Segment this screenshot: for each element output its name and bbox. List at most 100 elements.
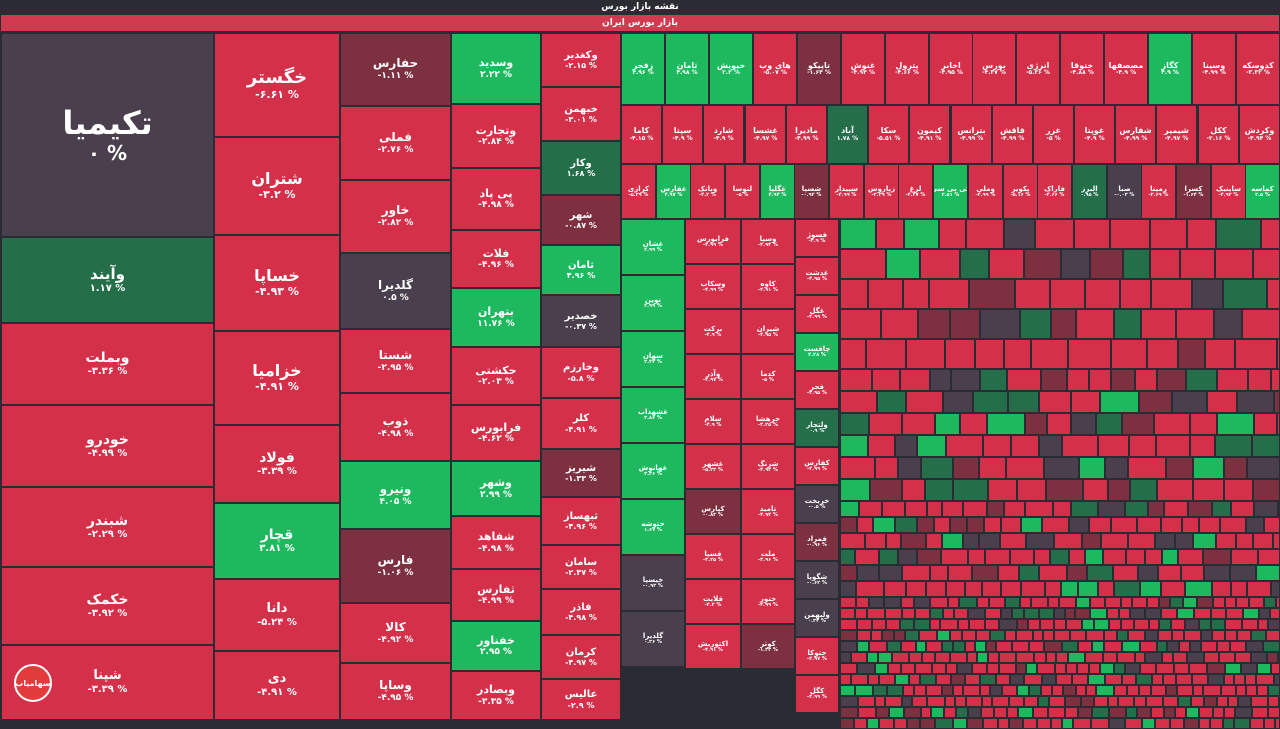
treemap-cell[interactable] [1257,685,1268,696]
treemap-cell[interactable] [1173,652,1187,663]
treemap-cell[interactable] [1114,685,1127,696]
treemap-cell[interactable] [1118,696,1134,707]
treemap-cell[interactable] [1122,413,1154,435]
treemap-cell[interactable] [882,501,905,517]
treemap-cell[interactable] [950,630,962,641]
treemap-cell[interactable] [968,707,981,718]
treemap-cell[interactable] [1071,501,1098,517]
treemap-cell[interactable] [953,457,979,479]
treemap-cell[interactable] [868,435,895,457]
tile-small[interactable]: وسپا -۴.۹۴ % [741,219,795,264]
treemap-cell[interactable] [1135,369,1157,391]
treemap-cell[interactable] [840,479,870,501]
tile-small[interactable]: کوثر -۱.۳۳ % [741,624,795,669]
treemap-cell[interactable] [858,707,876,718]
treemap-cell[interactable] [840,501,859,517]
treemap-cell[interactable] [1204,652,1219,663]
tile-main[interactable]: وبصادر -۳.۳۵ % [451,671,541,720]
tile-main[interactable]: دانا -۵.۲۴ % [214,579,340,651]
treemap-cell[interactable] [904,219,939,249]
treemap-cell[interactable] [1128,457,1166,479]
tile-main[interactable]: گلدیرا ۰.۵ % [340,253,451,329]
treemap-cell[interactable] [999,619,1017,630]
treemap-cell[interactable] [1215,435,1252,457]
treemap-cell[interactable] [1264,597,1276,608]
treemap-cell[interactable] [888,663,901,674]
treemap-cell[interactable] [857,641,869,652]
tile-main[interactable]: ثبهساز -۴.۹۶ % [541,497,621,545]
treemap-cell[interactable] [1235,339,1277,369]
treemap-cell[interactable] [1170,597,1183,608]
treemap-cell[interactable] [1242,619,1258,630]
treemap-cell[interactable] [840,279,868,309]
treemap-cell[interactable] [1224,674,1234,685]
treemap-cell[interactable] [1249,597,1264,608]
treemap-cell[interactable] [1020,309,1051,339]
treemap-cell[interactable] [1214,309,1242,339]
treemap-cell[interactable] [1172,630,1184,641]
tile-small[interactable]: ختوشه ۱.۶۷ % [621,499,685,555]
tile-main[interactable]: فاذر -۴.۹۸ % [541,589,621,635]
treemap-cell[interactable] [1001,608,1012,619]
tile-small[interactable]: ختور -۴.۹۹ % [741,579,795,624]
treemap-cell[interactable] [987,413,1025,435]
treemap-cell[interactable] [1219,652,1235,663]
treemap-cell[interactable] [1017,619,1028,630]
treemap-cell[interactable] [851,652,867,663]
treemap-cell[interactable] [1016,652,1034,663]
treemap-cell[interactable] [1075,608,1090,619]
treemap-cell[interactable] [1056,652,1068,663]
treemap-cell[interactable] [1178,339,1205,369]
treemap-cell[interactable] [879,549,898,565]
treemap-cell[interactable] [968,549,985,565]
treemap-cell[interactable] [1117,630,1128,641]
treemap-cell[interactable] [921,457,953,479]
tile-main[interactable]: شتران -۳.۲ % [214,137,340,235]
treemap-cell[interactable] [922,652,935,663]
tile-small[interactable]: ولبهمن ۰.۳۴ % [795,599,839,637]
treemap-cell[interactable] [1257,663,1271,674]
treemap-cell[interactable] [1085,549,1103,565]
treemap-cell[interactable] [1128,533,1155,549]
treemap-cell[interactable] [984,517,1001,533]
treemap-cell[interactable] [948,565,972,581]
treemap-cell[interactable] [868,674,879,685]
treemap-cell[interactable] [1213,597,1225,608]
treemap-cell[interactable] [1063,685,1076,696]
treemap-cell[interactable] [1186,707,1199,718]
treemap-cell[interactable] [998,565,1019,581]
tile-main[interactable]: فولاد -۳.۳۹ % [214,425,340,503]
treemap-cell[interactable] [1130,608,1145,619]
treemap-cell[interactable] [840,219,876,249]
treemap-cell[interactable] [1061,581,1078,597]
treemap-cell[interactable] [1221,685,1236,696]
treemap-cell[interactable] [1074,219,1110,249]
treemap-cell[interactable] [1002,685,1017,696]
treemap-cell[interactable] [840,663,857,674]
treemap-cell[interactable] [1031,339,1068,369]
treemap-cell[interactable] [875,663,888,674]
treemap-cell[interactable] [1111,517,1137,533]
treemap-cell[interactable] [1199,619,1211,630]
treemap-cell[interactable] [1090,608,1107,619]
treemap-cell[interactable] [963,533,979,549]
tile-main[interactable]: کلر -۴.۹۱ % [541,398,621,449]
tile-main[interactable]: خزامیا -۴.۹۱ % [214,331,340,425]
tile-small[interactable]: شرنگ -۴.۹۴ % [741,444,795,489]
treemap-cell[interactable] [870,479,902,501]
treemap-cell[interactable] [1203,685,1221,696]
treemap-cell[interactable] [1110,219,1150,249]
treemap-cell[interactable] [918,309,950,339]
treemap-cell[interactable] [898,549,917,565]
treemap-cell[interactable] [927,696,945,707]
treemap-cell[interactable] [1121,619,1134,630]
treemap-cell[interactable] [1224,457,1247,479]
treemap-cell[interactable] [985,608,1001,619]
treemap-cell[interactable] [1017,685,1029,696]
treemap-cell[interactable] [920,249,960,279]
treemap-cell[interactable] [1126,549,1145,565]
treemap-cell[interactable] [895,674,909,685]
treemap-cell[interactable] [1072,674,1088,685]
treemap-cell[interactable] [1011,435,1039,457]
treemap-cell[interactable] [1021,581,1045,597]
